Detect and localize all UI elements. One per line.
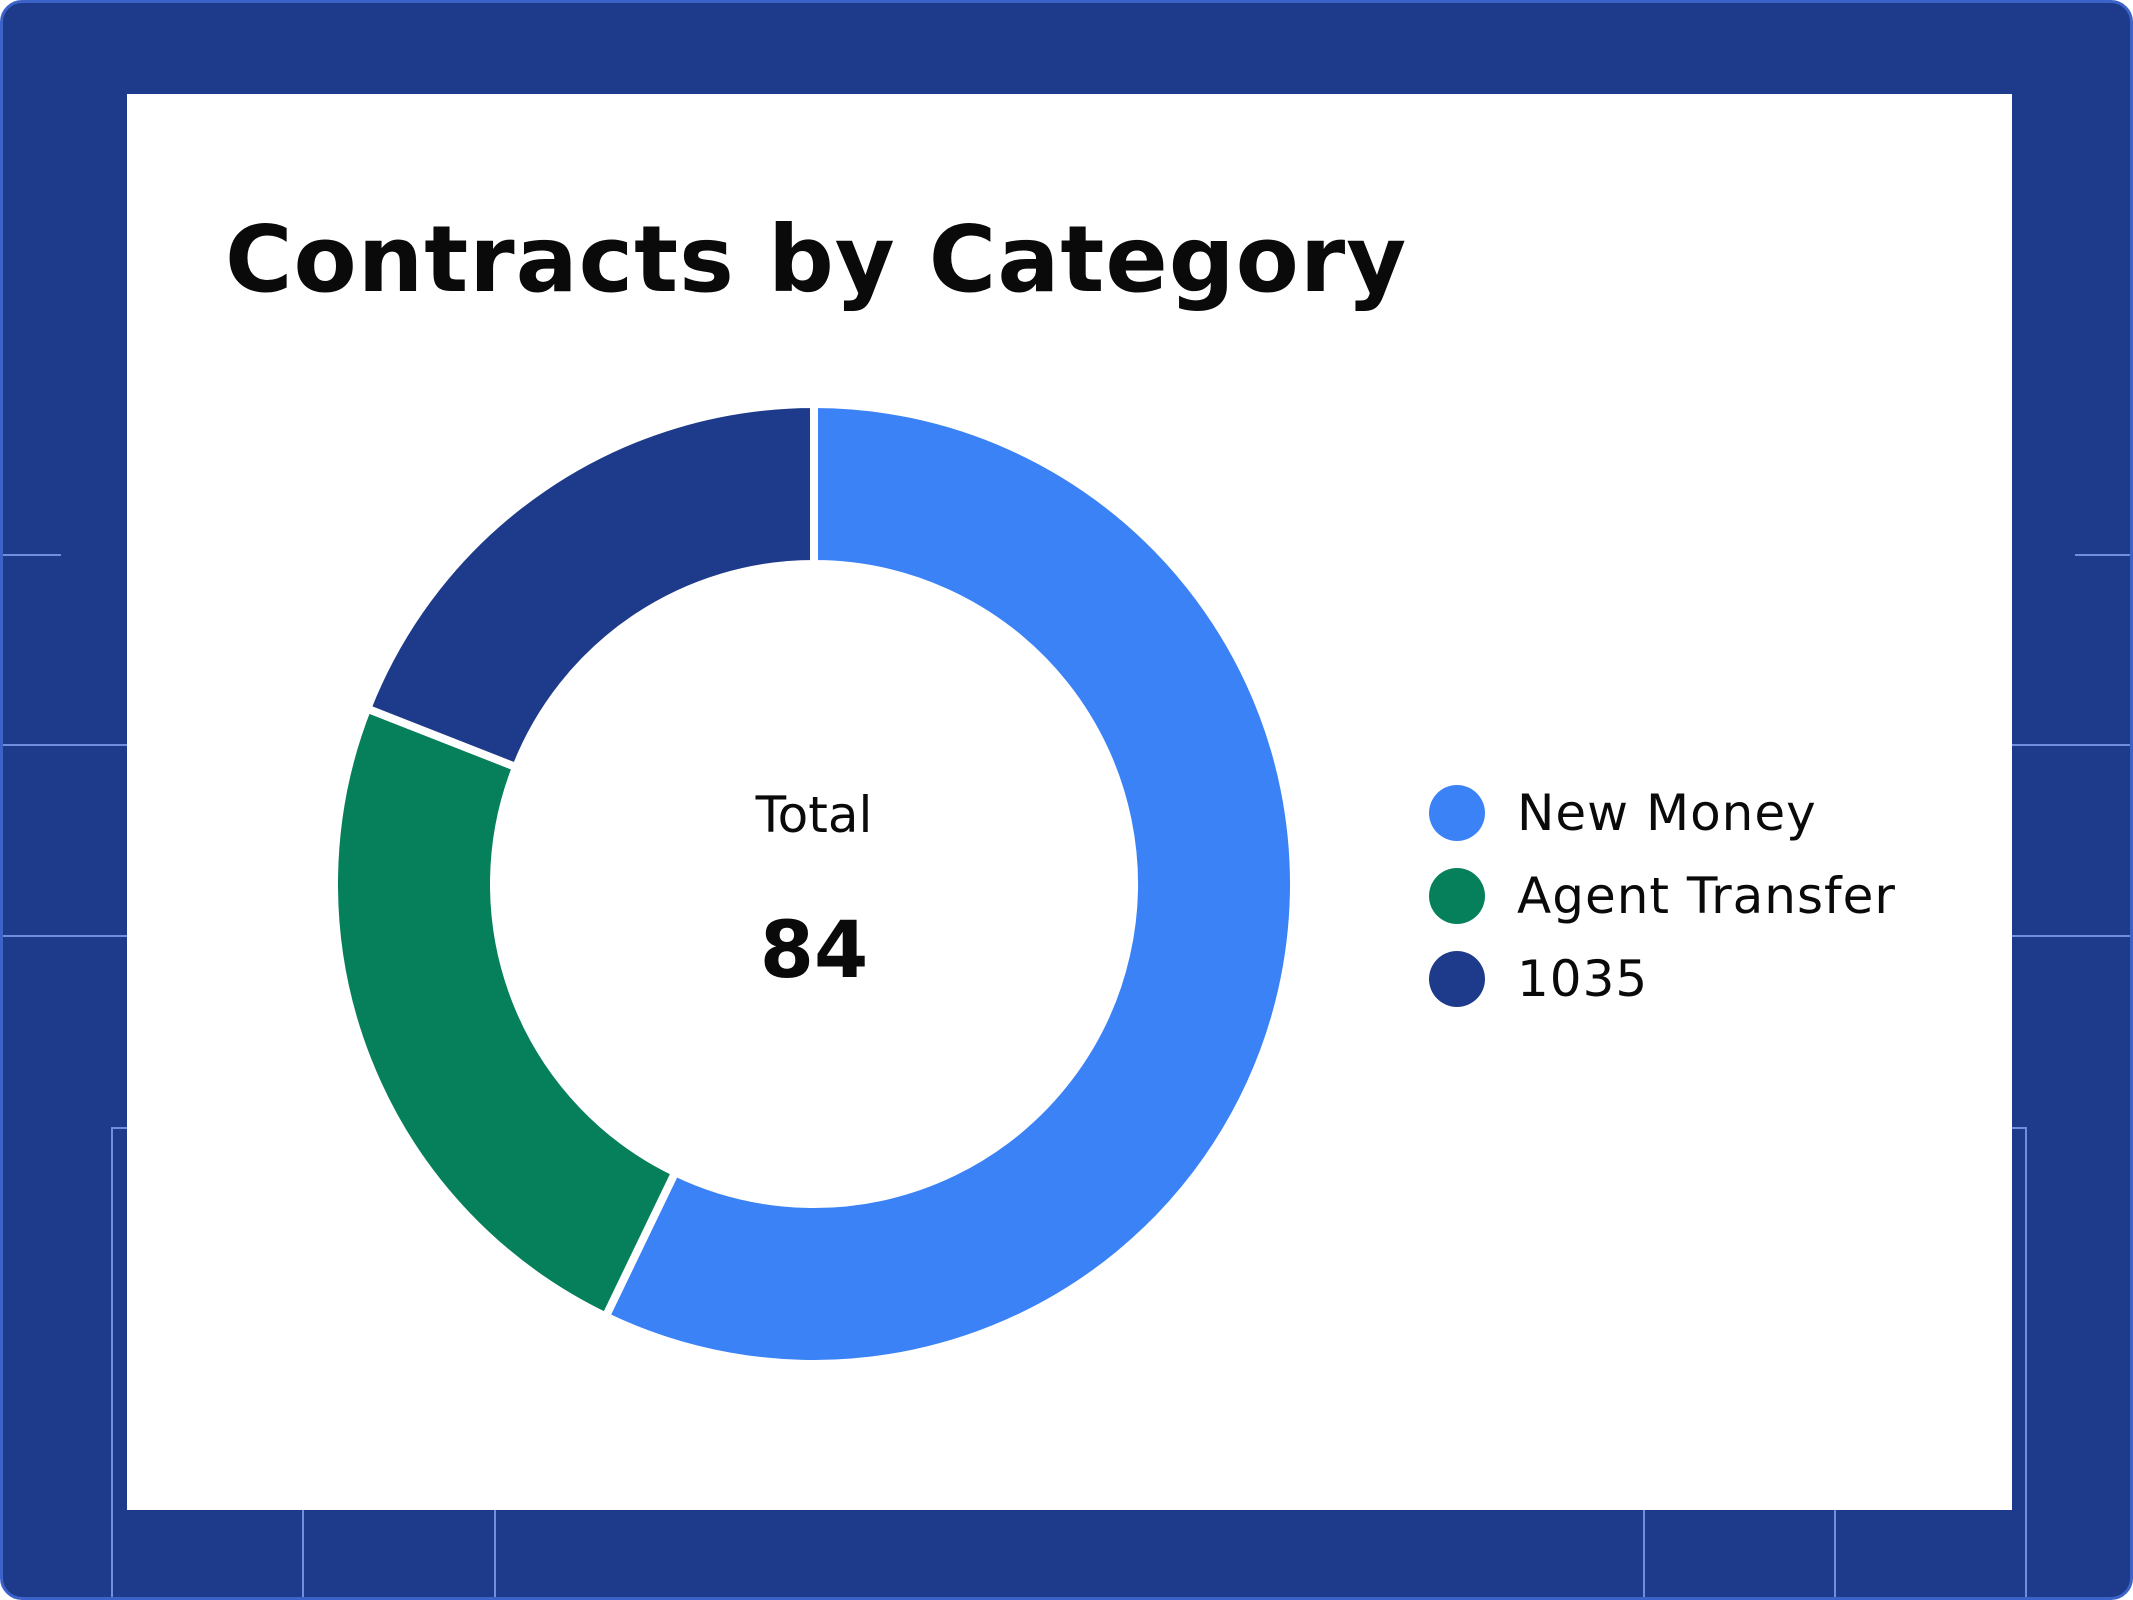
grid-line: [3, 554, 61, 556]
legend-swatch-icon: [1429, 950, 1485, 1007]
grid-line: [1643, 1503, 1645, 1597]
chart-title: Contracts by Category: [225, 206, 1408, 313]
chart-card: Contracts by Category Total 84 New Money…: [127, 94, 2012, 1510]
donut-slice-new-money[interactable]: [600, 399, 1298, 1368]
legend-label: 1035: [1517, 949, 1649, 1008]
legend-swatch-icon: [1429, 784, 1485, 841]
chart-legend: New Money Agent Transfer 1035: [1429, 771, 1896, 1020]
legend-swatch-icon: [1429, 867, 1485, 924]
legend-label: Agent Transfer: [1517, 866, 1896, 925]
grid-line: [111, 1127, 113, 1597]
grid-line: [494, 1503, 496, 1597]
grid-line: [2075, 554, 2130, 556]
donut-slice-agent-transfer[interactable]: [329, 703, 681, 1322]
legend-item[interactable]: 1035: [1429, 937, 1896, 1020]
donut-slice-1035[interactable]: [361, 399, 818, 773]
grid-line: [1834, 1503, 1836, 1597]
legend-item[interactable]: New Money: [1429, 771, 1896, 854]
legend-item[interactable]: Agent Transfer: [1429, 854, 1896, 937]
legend-label: New Money: [1517, 783, 1817, 842]
center-total-value: 84: [759, 906, 869, 996]
center-total-label: Total: [755, 786, 873, 844]
grid-line: [302, 1503, 304, 1597]
grid-line: [2025, 1127, 2027, 1597]
donut-chart: [329, 399, 1298, 1368]
